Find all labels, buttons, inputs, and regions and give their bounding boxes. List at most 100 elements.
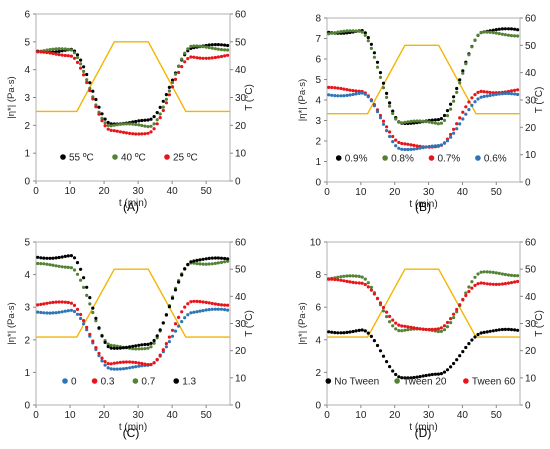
x-axis-label: t (min) — [119, 422, 147, 433]
data-point — [357, 281, 361, 285]
data-point — [195, 56, 199, 60]
data-point — [412, 143, 416, 147]
data-point — [36, 50, 40, 54]
data-point — [198, 258, 202, 262]
panel-label: (B) — [415, 200, 431, 214]
data-point — [415, 119, 419, 123]
data-point — [201, 257, 205, 261]
data-point — [75, 272, 80, 276]
data-point — [452, 312, 456, 316]
data-point — [164, 313, 168, 317]
data-point — [513, 274, 517, 278]
data-point — [54, 47, 58, 51]
y-tick-label: 1 — [24, 368, 30, 379]
data-point — [449, 135, 453, 139]
data-point — [366, 281, 370, 285]
data-point — [177, 70, 181, 75]
x-axis-label: t (min) — [409, 422, 437, 433]
data-point — [112, 361, 116, 365]
y2-axis-label: T (°C) — [244, 84, 255, 111]
data-point — [97, 112, 101, 116]
data-point — [397, 120, 401, 124]
data-point — [430, 372, 434, 377]
y2-axis-label: T (°C) — [244, 310, 255, 337]
data-point — [348, 93, 352, 97]
data-point — [479, 281, 483, 285]
y-tick-label: 4 — [315, 96, 321, 107]
data-point — [39, 302, 43, 306]
data-point — [51, 51, 55, 56]
y-tick-label: 3 — [24, 303, 30, 314]
y-tick-label: 2 — [315, 368, 321, 379]
legend-label: 0.7% — [438, 154, 461, 165]
data-point — [60, 255, 64, 259]
data-point — [333, 331, 337, 335]
data-point — [201, 262, 205, 266]
data-point — [351, 89, 355, 93]
data-point — [226, 43, 230, 48]
data-point — [348, 274, 352, 278]
data-point — [79, 312, 83, 317]
data-point — [455, 310, 459, 314]
data-point — [485, 282, 489, 286]
data-point — [506, 327, 511, 331]
data-point — [461, 110, 465, 114]
data-point — [143, 362, 147, 366]
y2-tick-label: 50 — [235, 265, 247, 276]
x-tick-label: 20 — [389, 410, 401, 421]
data-point — [388, 365, 392, 369]
data-point — [506, 91, 511, 96]
data-point — [183, 316, 187, 320]
data-point — [470, 286, 474, 290]
data-point — [213, 47, 217, 51]
data-point — [348, 29, 352, 33]
x-tick-label: 10 — [64, 410, 76, 421]
data-point — [439, 372, 443, 376]
data-point — [491, 93, 495, 97]
y2-tick-label: 40 — [525, 68, 537, 79]
data-point — [66, 47, 70, 51]
data-point — [439, 329, 443, 333]
data-point — [69, 48, 73, 52]
data-point — [82, 73, 86, 77]
data-point — [409, 325, 413, 329]
data-point — [500, 32, 504, 36]
data-point — [354, 329, 358, 333]
data-point — [473, 275, 477, 279]
data-point — [183, 267, 187, 271]
data-point — [330, 277, 334, 281]
data-point — [476, 272, 480, 276]
data-point — [345, 274, 349, 278]
data-point — [48, 256, 52, 260]
data-point — [106, 362, 110, 366]
data-point — [45, 256, 49, 260]
y2-tick-label: 40 — [525, 292, 537, 303]
data-point — [226, 48, 230, 52]
data-point — [449, 132, 453, 137]
data-point — [470, 45, 474, 49]
y2-tick-label: 0 — [525, 178, 531, 189]
data-point — [106, 127, 110, 131]
data-point — [210, 43, 214, 47]
data-point — [488, 329, 492, 333]
data-point — [381, 81, 386, 85]
data-point — [195, 258, 199, 262]
data-point — [354, 29, 358, 33]
data-point — [369, 334, 373, 338]
data-point — [461, 71, 465, 75]
legend-label: Tween 20 — [403, 377, 447, 388]
data-point — [118, 346, 122, 350]
data-point — [45, 48, 49, 52]
data-point — [470, 96, 474, 100]
data-point — [375, 110, 380, 114]
data-point — [516, 279, 520, 284]
data-point — [339, 275, 343, 279]
temperature-line — [36, 41, 230, 113]
data-point — [464, 345, 468, 350]
data-point — [439, 326, 443, 330]
data-point — [177, 324, 181, 328]
data-point — [397, 375, 401, 379]
data-point — [213, 302, 217, 306]
data-point — [121, 360, 126, 364]
data-point — [418, 375, 422, 379]
